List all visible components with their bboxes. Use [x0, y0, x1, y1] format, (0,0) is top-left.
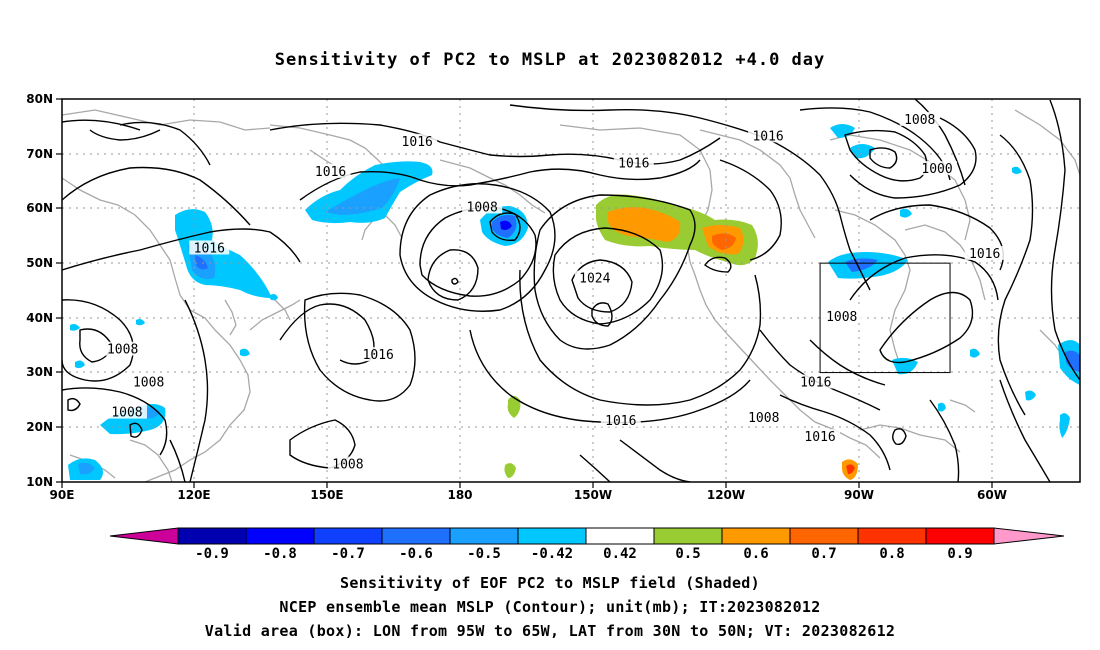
colorbar-under-triangle	[109, 527, 179, 545]
contour-label-bg	[102, 341, 143, 356]
contour-label-bg	[600, 412, 641, 427]
contour-label: 1016	[605, 414, 636, 429]
colorbar-over-triangle	[993, 527, 1065, 545]
contour-label: 1008	[904, 113, 935, 128]
colorbar-swatch	[313, 527, 383, 545]
colorbar-swatch	[381, 527, 451, 545]
contour-label-bg	[106, 404, 147, 419]
contour-label: 1008	[467, 200, 498, 215]
contour-label-bg	[917, 161, 958, 176]
contour-label-bg	[128, 374, 169, 389]
colorbar-label: 0.9	[947, 546, 972, 562]
colorbar-label: -0.8	[263, 546, 297, 562]
colorbar-swatch	[653, 527, 723, 545]
lon-label: 60W	[977, 488, 1007, 502]
colorbar-swatch	[721, 527, 791, 545]
colorbar-swatch	[925, 527, 995, 545]
contour-label-bg	[748, 128, 789, 143]
colorbar-swatch	[177, 527, 247, 545]
contour-label-bg	[574, 270, 615, 285]
contour-label: 1000	[921, 162, 952, 177]
colorbar: -0.9 -0.8 -0.7 -0.6 -0.5 -0.42 0.42 0.5 0.6 0.7 0.…	[109, 527, 1065, 562]
colorbar-swatch	[449, 527, 519, 545]
contour-label: 1016	[194, 241, 225, 256]
colorbar-label: -0.7	[331, 546, 365, 562]
map-title: Sensitivity of PC2 to MSLP at 2023082012…	[274, 50, 826, 70]
contour-label: 1016	[363, 348, 394, 363]
contour-label-bg	[800, 429, 841, 444]
contour-label-bg	[613, 155, 654, 170]
contour-label-bg	[821, 308, 862, 323]
lon-label: 90E	[50, 488, 75, 502]
sensitivity-shading	[68, 124, 1080, 480]
contour-labels: 1016 1016 1016 1008 1016 1016 1008 1000 1024 1016…	[102, 111, 1005, 473]
colorbar-label: -0.9	[195, 546, 229, 562]
colorbar-label: -0.5	[467, 546, 501, 562]
contour-label-bg	[310, 163, 351, 178]
map-frame	[61, 98, 1081, 483]
lon-label: 180	[447, 488, 472, 502]
axis-ticks	[56, 98, 993, 488]
lat-label: 20N	[26, 420, 53, 434]
contour-label: 1016	[752, 129, 783, 144]
contour-label-bg	[743, 410, 784, 425]
contour-label-bg	[899, 111, 940, 126]
colorbar-label: 0.7	[811, 546, 836, 562]
colorbar-label: 0.5	[675, 546, 700, 562]
lat-label: 70N	[26, 147, 53, 161]
lon-label: 90W	[844, 488, 874, 502]
contour-label: 1008	[826, 310, 857, 325]
colorbar-swatch	[857, 527, 927, 545]
valid-area-box	[819, 262, 951, 374]
contour-label-bg	[462, 199, 503, 214]
colorbar-swatch	[585, 527, 655, 545]
lat-label: 40N	[26, 311, 53, 325]
lat-label: 60N	[26, 201, 53, 215]
caption-line-2: NCEP ensemble mean MSLP (Contour); unit(…	[279, 598, 821, 616]
contour-label: 1008	[748, 411, 779, 426]
caption-line-1: Sensitivity of EOF PC2 to MSLP field (Sh…	[340, 574, 760, 592]
colorbar-label: -0.42	[531, 546, 573, 562]
colorbar-label: -0.6	[399, 546, 433, 562]
lat-label: 30N	[26, 365, 53, 379]
contour-label: 1008	[332, 458, 363, 473]
contour-label: 1024	[579, 272, 610, 287]
colorbar-label: 0.6	[743, 546, 768, 562]
contour-label: 1008	[107, 343, 138, 358]
colorbar-swatch	[789, 527, 859, 545]
contour-label: 1008	[133, 376, 164, 391]
coastlines	[62, 109, 1080, 482]
lon-labels: 90E 120E 150E 180 150W 120W 90W 60W	[50, 488, 1007, 502]
lat-label: 10N	[26, 475, 53, 489]
contour-label-bg	[358, 347, 399, 362]
contour-label: 1008	[111, 406, 142, 421]
contour-label: 1016	[804, 430, 835, 445]
lon-label: 120W	[707, 488, 745, 502]
colorbar-label: 0.8	[879, 546, 904, 562]
lon-label: 150W	[574, 488, 612, 502]
contour-label: 1016	[800, 376, 831, 391]
lon-label: 150E	[310, 488, 343, 502]
contour-label: 1016	[315, 165, 346, 180]
contour-label-bg	[327, 456, 368, 471]
contour-label: 1016	[402, 135, 433, 150]
lon-label: 120E	[177, 488, 210, 502]
contour-label: 1016	[969, 247, 1000, 262]
mslp-contours	[62, 99, 1080, 482]
contour-label-bg	[795, 374, 836, 389]
colorbar-swatch	[245, 527, 315, 545]
lat-labels: 80N 70N 60N 50N 40N 30N 20N 10N	[26, 92, 53, 489]
contour-label-bg	[964, 245, 1005, 260]
lat-label: 50N	[26, 256, 53, 270]
lat-label: 80N	[26, 92, 53, 106]
caption-line-3: Valid area (box): LON from 95W to 65W, L…	[204, 622, 896, 640]
contour-label: 1016	[618, 157, 649, 172]
colorbar-swatch	[517, 527, 587, 545]
contour-label-bg	[397, 133, 438, 148]
contour-label-bg	[189, 240, 230, 255]
colorbar-label: 0.42	[603, 546, 637, 562]
